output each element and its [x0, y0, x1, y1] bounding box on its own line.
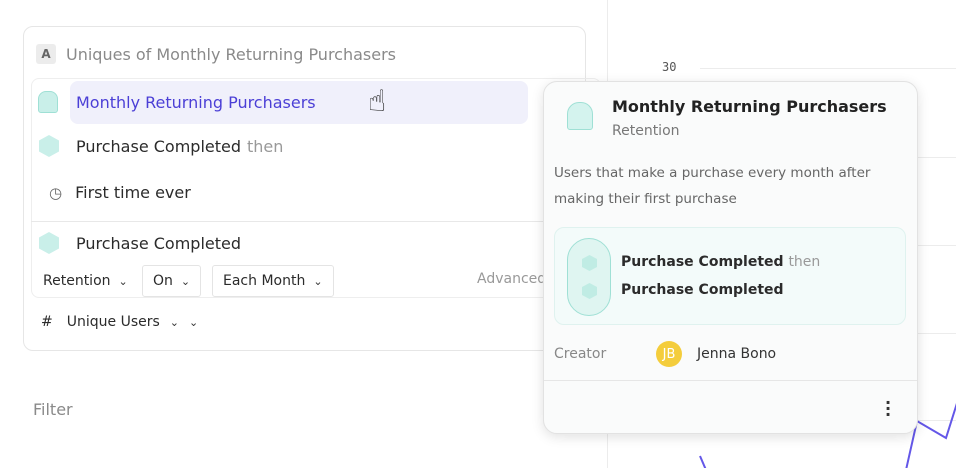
- each-month-dropdown[interactable]: Each Month ⌄: [212, 265, 334, 297]
- event-name[interactable]: Purchase Completed: [76, 136, 242, 156]
- popover-title: Monthly Returning Purchasers: [612, 97, 887, 116]
- cohort-steps: Purchase Completed then Purchase Complet…: [554, 227, 906, 325]
- cohort-icon: [38, 91, 58, 113]
- step-2: Purchase Completed: [621, 282, 784, 298]
- retention-dropdown[interactable]: Retention ⌄: [32, 265, 139, 297]
- then-label: then: [247, 136, 284, 156]
- gridline: [700, 68, 956, 69]
- event-icon: [39, 135, 59, 157]
- chevron-down-icon[interactable]: ⌄: [189, 315, 199, 329]
- time-range[interactable]: First time ever: [75, 183, 191, 202]
- measure-dropdown[interactable]: Unique Users: [66, 314, 160, 330]
- more-options-icon[interactable]: · · ·: [884, 393, 892, 424]
- series-line: [905, 403, 956, 468]
- cohort-icon: [567, 102, 593, 130]
- popover-subtitle: Retention: [612, 123, 680, 139]
- query-title[interactable]: Uniques of Monthly Returning Purchasers: [66, 44, 397, 64]
- chevron-down-icon: ⌄: [180, 274, 191, 288]
- chevron-down-icon[interactable]: ⌄: [169, 315, 179, 329]
- creator-label: Creator: [554, 346, 607, 362]
- on-dropdown[interactable]: On ⌄: [142, 265, 202, 297]
- steps-pill: [567, 238, 611, 316]
- popover-description: Users that make a purchase every month a…: [554, 165, 871, 207]
- retention-label: Retention: [43, 273, 111, 289]
- cohort-popover: Monthly Returning Purchasers Retention U…: [543, 81, 918, 434]
- clock-icon: ◷: [49, 183, 63, 202]
- creator-name: Jenna Bono: [697, 346, 777, 362]
- query-card: A Uniques of Monthly Returning Purchaser…: [23, 26, 601, 351]
- cohort-row-highlight[interactable]: [70, 81, 528, 124]
- on-label: On: [153, 273, 173, 289]
- hand-cursor-icon: ☝: [368, 84, 387, 119]
- divider: [544, 380, 917, 381]
- advanced-link[interactable]: Advanced: [477, 271, 547, 287]
- step-1: Purchase Completed: [621, 254, 784, 270]
- event-icon: [39, 232, 59, 254]
- series-line: [699, 455, 707, 468]
- y-tick-label: 30: [662, 60, 677, 74]
- chevron-down-icon: ⌄: [313, 274, 323, 288]
- chevron-down-icon: ⌄: [118, 274, 128, 288]
- event-name[interactable]: Purchase Completed: [76, 233, 242, 253]
- then-label: then: [788, 254, 821, 270]
- event-icon: [582, 255, 597, 271]
- each-month-label: Each Month: [223, 273, 306, 289]
- event-icon: [582, 283, 597, 299]
- hash-icon: #: [41, 314, 53, 330]
- divider: [31, 221, 561, 222]
- query-letter-badge: A: [36, 44, 56, 64]
- cohort-name[interactable]: Monthly Returning Purchasers: [76, 92, 316, 112]
- filter-label[interactable]: Filter: [33, 400, 73, 419]
- avatar: JB: [656, 341, 682, 367]
